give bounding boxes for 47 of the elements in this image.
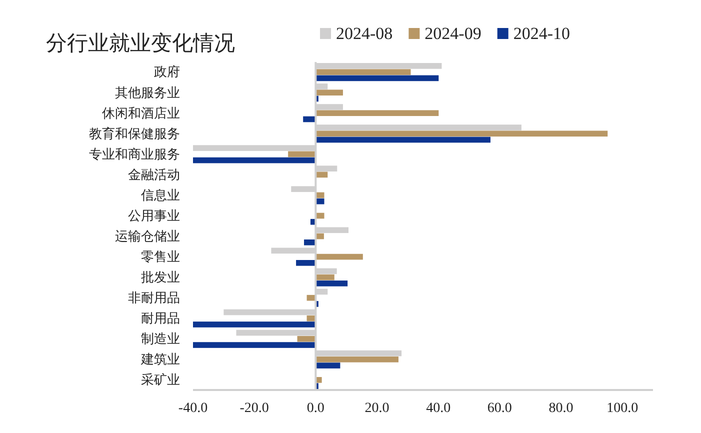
bar bbox=[316, 136, 490, 143]
bar bbox=[316, 110, 439, 116]
y-tick-label: 制造业 bbox=[141, 332, 180, 348]
y-tick-label: 采矿业 bbox=[141, 373, 180, 388]
bar bbox=[316, 362, 340, 368]
y-tick-label: 运输仓储业 bbox=[115, 229, 180, 244]
bar bbox=[296, 260, 316, 266]
bar bbox=[193, 157, 316, 164]
bar bbox=[316, 280, 348, 286]
bar bbox=[316, 90, 343, 96]
bar bbox=[316, 377, 322, 383]
x-tick-label: -20.0 bbox=[240, 400, 269, 416]
x-tick-label: 0.0 bbox=[306, 400, 324, 416]
y-tick-label: 信息业 bbox=[141, 188, 180, 204]
y-tick-label: 建筑业 bbox=[140, 352, 180, 368]
x-tick-label: 100.0 bbox=[606, 400, 638, 416]
y-tick-label: 公用事业 bbox=[128, 208, 180, 224]
bar bbox=[288, 151, 316, 158]
bar bbox=[316, 274, 334, 280]
x-tick-label: 20.0 bbox=[364, 400, 390, 416]
bar bbox=[316, 254, 363, 260]
bar bbox=[316, 356, 398, 362]
y-tick-label: 专业和商业服务 bbox=[89, 147, 180, 162]
chart-title: 分行业就业变化情况 bbox=[46, 31, 235, 55]
bar bbox=[304, 239, 316, 246]
x-tick-label: 80.0 bbox=[548, 400, 574, 416]
x-tick-label: 60.0 bbox=[487, 400, 512, 416]
legend-label: 2024-10 bbox=[513, 24, 570, 43]
y-tick-label: 休闲和酒店业 bbox=[102, 105, 180, 122]
bar bbox=[193, 342, 316, 348]
y-tick-label: 教育和保健服务 bbox=[89, 126, 180, 142]
x-tick-label: -40.0 bbox=[178, 400, 208, 416]
legend-label: 2024-08 bbox=[336, 24, 393, 43]
y-tick-label: 非耐用品 bbox=[128, 291, 180, 306]
y-tick-label: 其他服务业 bbox=[115, 86, 180, 101]
y-tick-label: 耐用品 bbox=[141, 312, 180, 327]
bar bbox=[316, 130, 608, 137]
y-tick-label: 金融活动 bbox=[128, 168, 180, 183]
y-tick-label: 零售业 bbox=[141, 250, 180, 265]
x-tick-label: 40.0 bbox=[426, 400, 451, 416]
bar bbox=[297, 336, 316, 342]
y-tick-label: 政府 bbox=[154, 64, 180, 80]
bar bbox=[316, 69, 411, 75]
y-tick-label: 批发业 bbox=[141, 270, 180, 286]
bar bbox=[316, 75, 439, 82]
bar bbox=[193, 322, 316, 328]
legend-label: 2024-09 bbox=[424, 24, 482, 43]
